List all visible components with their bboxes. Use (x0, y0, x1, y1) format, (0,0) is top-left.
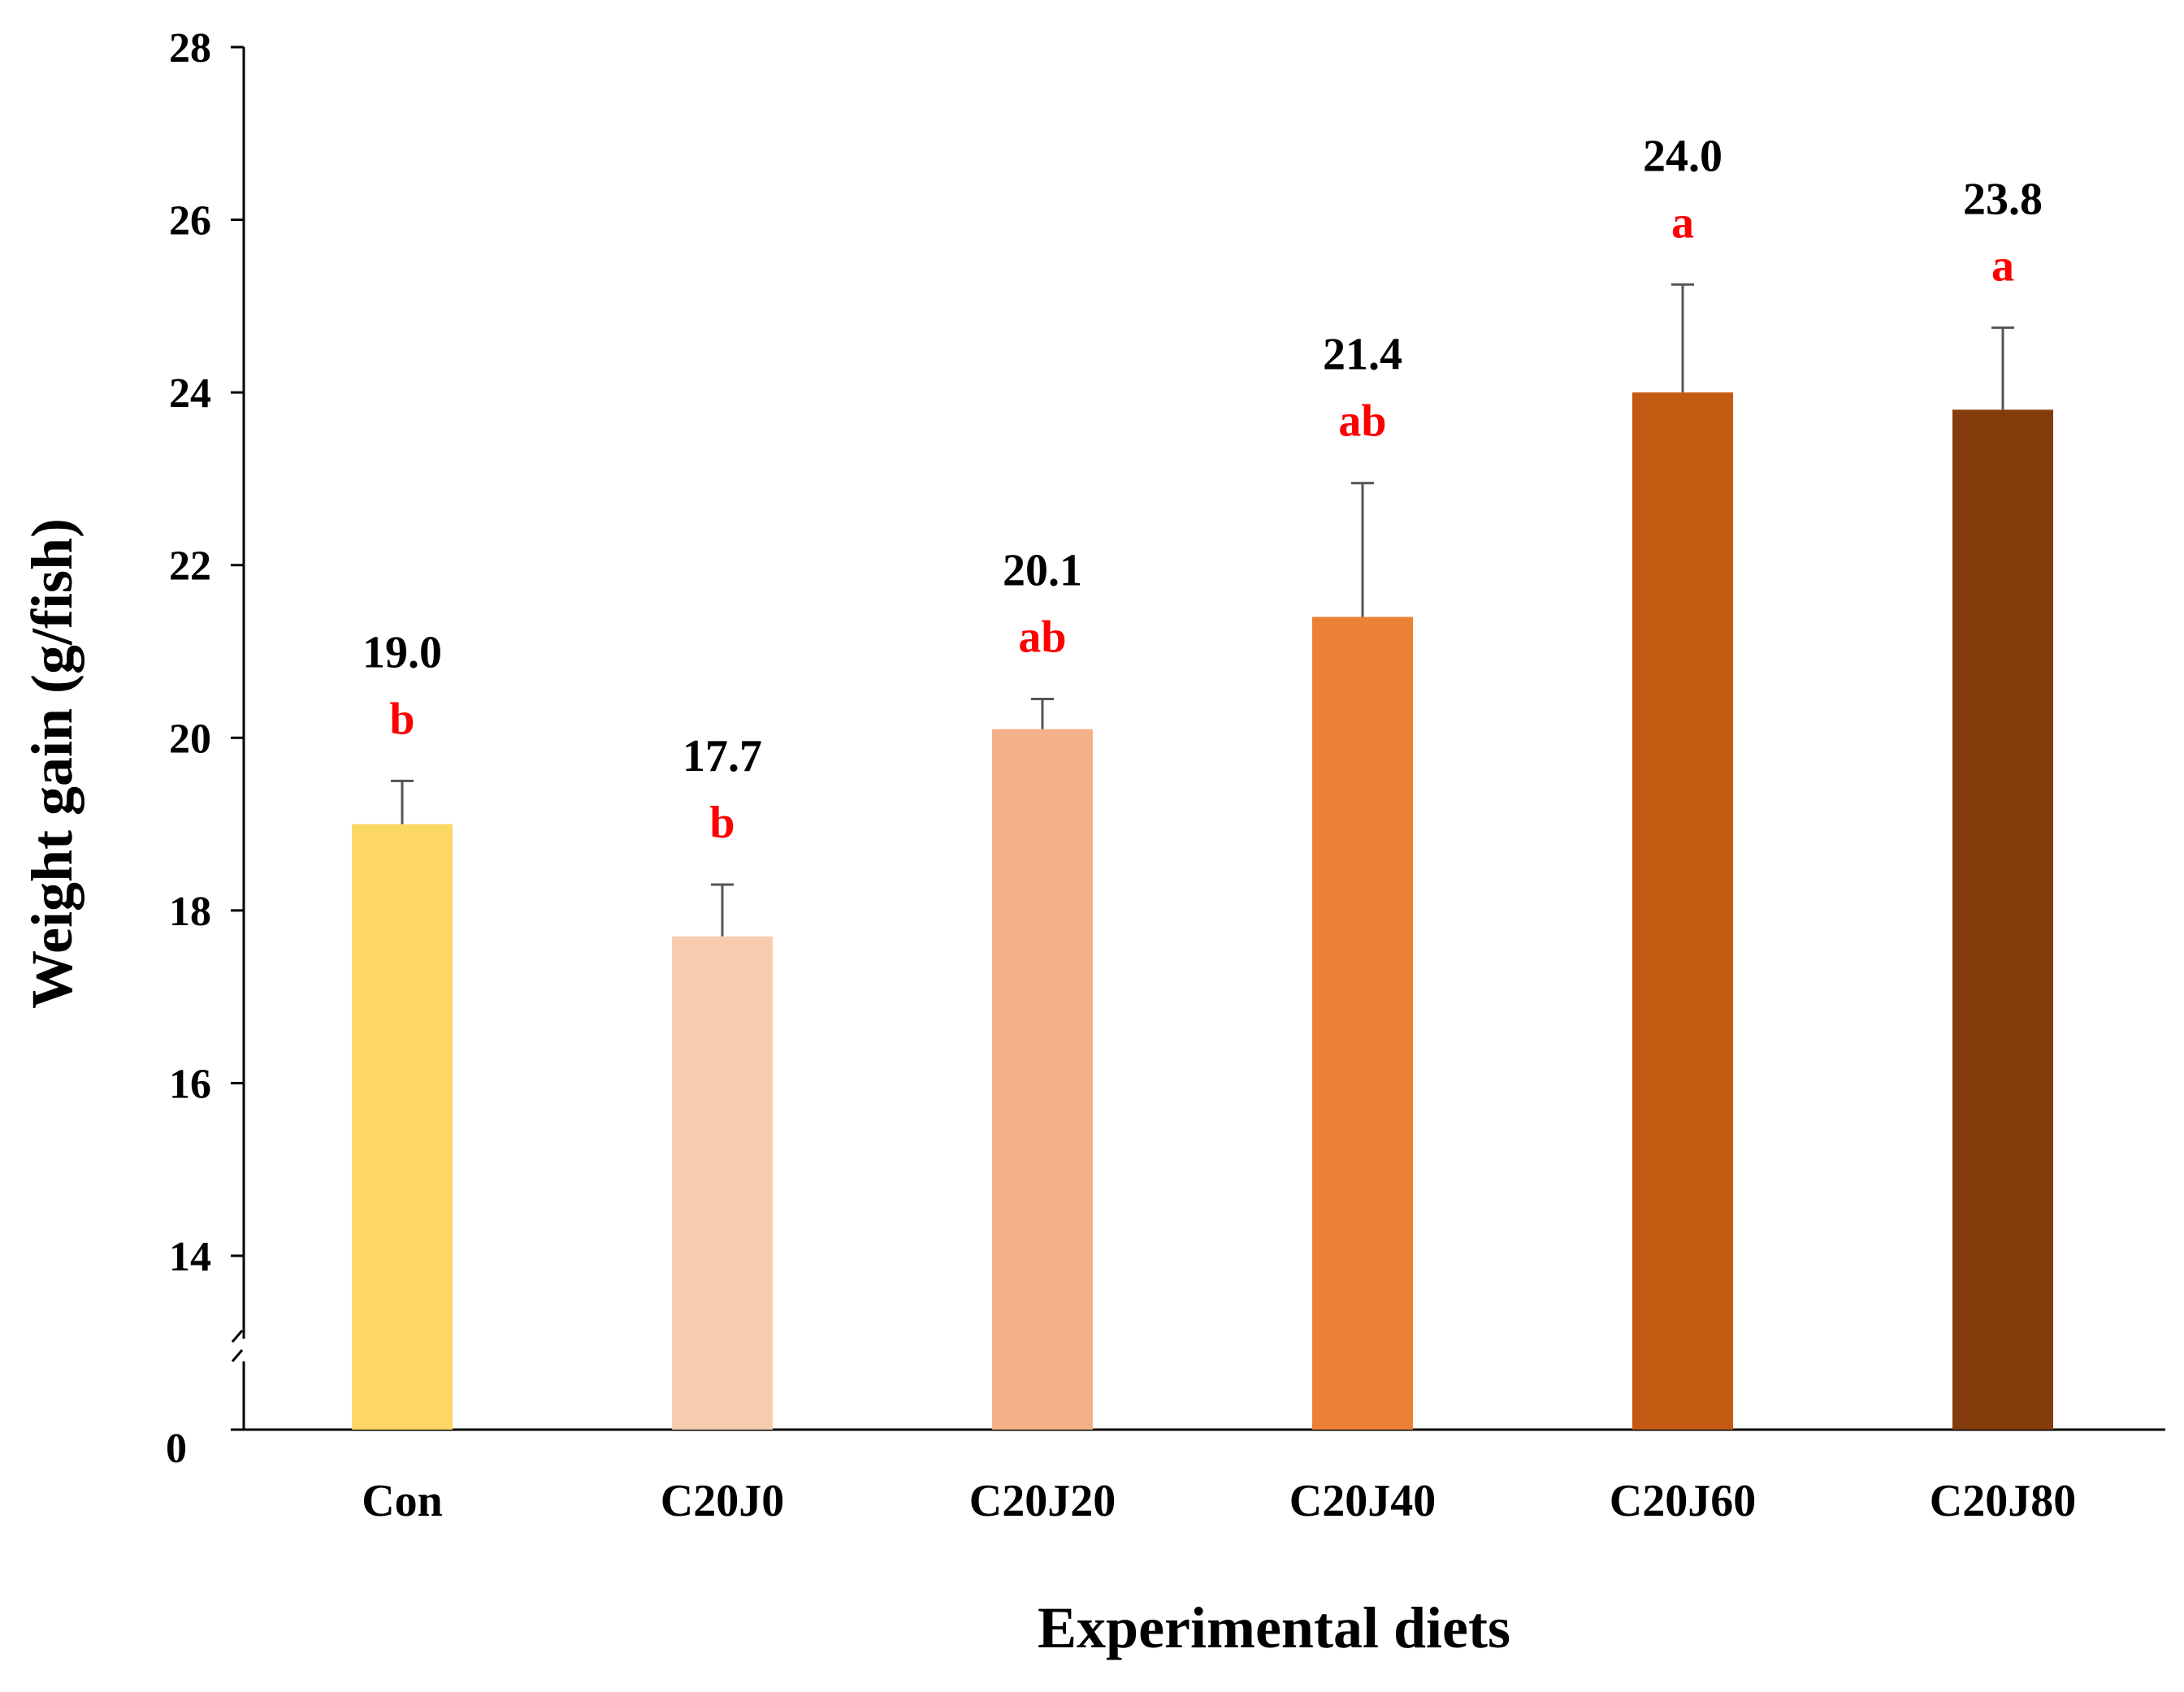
significance-letter-C20J40: ab (1338, 396, 1386, 447)
category-label-C20J60: C20J60 (1610, 1476, 1756, 1526)
bar-C20J40 (1312, 617, 1413, 1430)
significance-letter-C20J80: a (1991, 240, 2014, 291)
y-tick-label: 26 (169, 198, 211, 244)
value-label-C20J0: 17.7 (682, 731, 762, 781)
y-axis-title: Weight gain (g/fish) (20, 518, 84, 1009)
y-tick-label: 24 (169, 370, 211, 417)
bar-C20J0 (672, 936, 773, 1430)
category-label-Con: Con (362, 1476, 443, 1526)
y-tick-label: 18 (169, 889, 211, 935)
labels: b 19.0 Con b 17.7 C20J0 ab 20.1 C20J20 ab 21.4 C20J… (362, 131, 2076, 1526)
y-tick-label: 14 (169, 1234, 211, 1280)
axis-break-mark-1 (231, 1330, 244, 1343)
significance-letter-C20J60: a (1671, 197, 1694, 248)
value-label-C20J80: 23.8 (1963, 174, 2043, 224)
significance-letter-C20J20: ab (1018, 612, 1066, 662)
value-label-C20J60: 24.0 (1643, 131, 1722, 181)
y-tick-label: 16 (169, 1061, 211, 1107)
axis-break-mark-2 (231, 1349, 244, 1362)
axes: 14 16 18 20 22 24 26 28 0 (166, 25, 2165, 1472)
category-label-C20J20: C20J20 (969, 1476, 1116, 1526)
value-label-C20J40: 21.4 (1323, 330, 1402, 380)
bars (352, 283, 2053, 1430)
significance-letter-Con: b (389, 694, 414, 744)
bar-C20J20 (992, 729, 1093, 1430)
bar-Con (352, 824, 453, 1430)
category-label-C20J80: C20J80 (1930, 1476, 2076, 1526)
value-label-C20J20: 20.1 (1003, 545, 1082, 595)
bar-C20J60 (1632, 392, 1733, 1430)
significance-letter-C20J0: b (709, 798, 734, 848)
x-axis-title: Experimental diets (1038, 1595, 1510, 1660)
bar-C20J80 (1952, 409, 2053, 1430)
y-tick-label: 22 (169, 543, 211, 590)
category-label-C20J0: C20J0 (661, 1476, 784, 1526)
y-origin-label: 0 (166, 1426, 187, 1472)
category-label-C20J40: C20J40 (1289, 1476, 1436, 1526)
value-label-Con: 19.0 (362, 627, 442, 677)
y-tick-label: 20 (169, 716, 211, 762)
y-tick-label: 28 (169, 25, 211, 71)
